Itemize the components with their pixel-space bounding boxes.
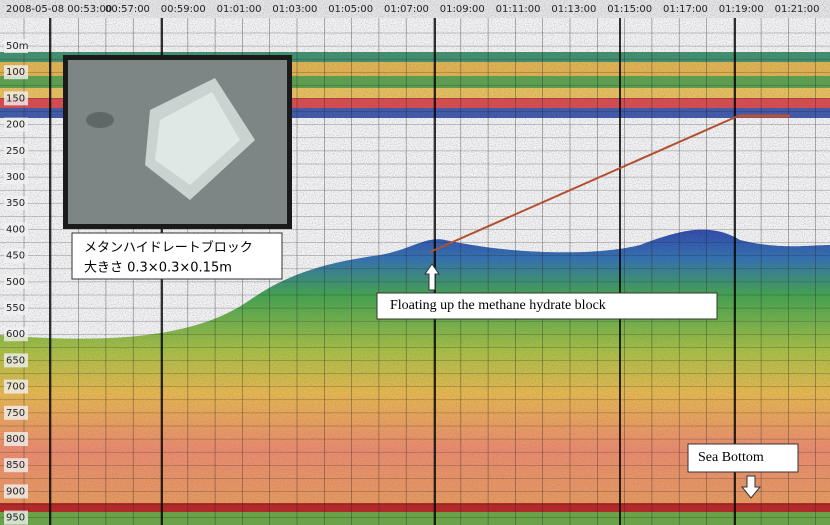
time-label: 01:05:00 (328, 4, 373, 15)
inset-caption: 大きさ 0.3×0.3×0.15m (84, 261, 232, 276)
time-label: 01:17:00 (663, 4, 708, 15)
annotation: Sea Bottom (698, 450, 764, 465)
depth-label: 500 (6, 277, 25, 288)
depth-label: 100 (6, 67, 25, 78)
depth-label: 200 (6, 120, 25, 131)
time-label: 01:07:00 (384, 4, 429, 15)
time-label: 00:57:00 (105, 4, 150, 15)
depth-label: 900 (6, 486, 25, 497)
depth-label: 250 (6, 146, 25, 157)
time-label: 01:09:00 (440, 4, 485, 15)
depth-label: 450 (6, 251, 25, 262)
depth-label: 800 (6, 434, 25, 445)
echogram: 2008-05-08 00:53:0000:57:00 00:59:00 01:01… (0, 0, 830, 525)
depth-label: 550 (6, 303, 25, 314)
sub-bottom (0, 512, 830, 525)
time-label: 01:11:00 (496, 4, 541, 15)
depth-label: 950 (6, 513, 25, 524)
time-label: 01:21:00 (775, 4, 820, 15)
depth-label: 350 (6, 198, 25, 209)
depth-label: 650 (6, 355, 25, 366)
time-label: 01:13:00 (551, 4, 596, 15)
depth-label: 850 (6, 460, 25, 471)
time-label: 00:59:00 (161, 4, 206, 15)
depth-label: 750 (6, 408, 25, 419)
depth-label: 300 (6, 172, 25, 183)
annotation: Floating up the methane hydrate block (390, 298, 606, 313)
time-label: 01:03:00 (272, 4, 317, 15)
depth-label: 400 (6, 224, 25, 235)
depth-label: 700 (6, 382, 25, 393)
inset-caption: メタンハイドレートブロック (84, 240, 253, 256)
time-label: 01:15:00 (607, 4, 652, 15)
time-label: 01:19:00 (719, 4, 764, 15)
time-label: 2008-05-08 00:53:00 (6, 4, 112, 15)
time-label: 01:01:00 (217, 4, 262, 15)
depth-label: 150 (6, 93, 25, 104)
depth-label: 50m (6, 41, 28, 52)
inset-photo (63, 55, 292, 229)
depth-label: 600 (6, 329, 25, 340)
